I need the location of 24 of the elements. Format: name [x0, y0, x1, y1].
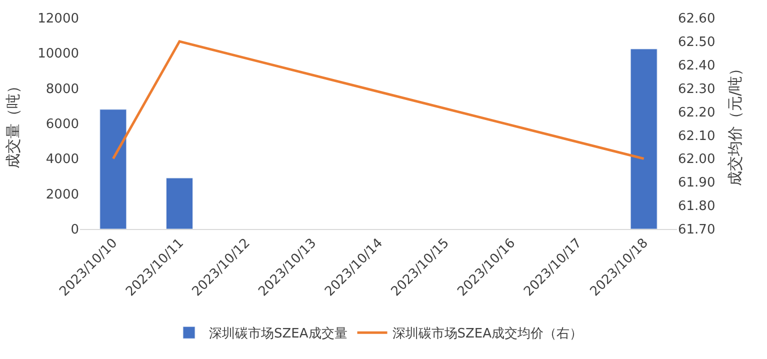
y-tick-label: 2000: [46, 187, 79, 202]
y-tick-label: 0: [70, 222, 79, 238]
legend-label: 深圳碳市场SZEA成交量: [209, 326, 348, 342]
y2-tick-label: 61.90: [678, 176, 716, 191]
y2-tick-label: 61.70: [678, 222, 716, 238]
y-tick-label: 6000: [46, 117, 79, 132]
y2-axis-title: 成交均价（元/吨）: [726, 60, 744, 186]
legend-label: 深圳碳市场SZEA成交均价（右）: [392, 326, 583, 342]
y2-tick-label: 62.60: [678, 12, 716, 27]
y2-tick-label: 62.40: [678, 58, 716, 74]
y2-tick-label: 61.80: [678, 199, 716, 214]
bar: [166, 178, 194, 229]
y2-tick-label: 62.50: [678, 34, 716, 50]
y-tick-label: 8000: [46, 82, 79, 97]
y2-tick-label: 62.10: [678, 128, 716, 144]
y-tick-label: 12000: [38, 12, 79, 27]
y-tick-label: 4000: [46, 152, 79, 168]
bar: [630, 48, 658, 229]
y2-tick-label: 62.00: [678, 152, 716, 168]
y-axis-title: 成交量（吨）: [4, 78, 22, 168]
y-tick-label: 10000: [38, 46, 79, 62]
y2-tick-label: 62.20: [678, 105, 716, 120]
y2-tick-label: 62.30: [678, 82, 716, 97]
bar: [100, 109, 127, 229]
